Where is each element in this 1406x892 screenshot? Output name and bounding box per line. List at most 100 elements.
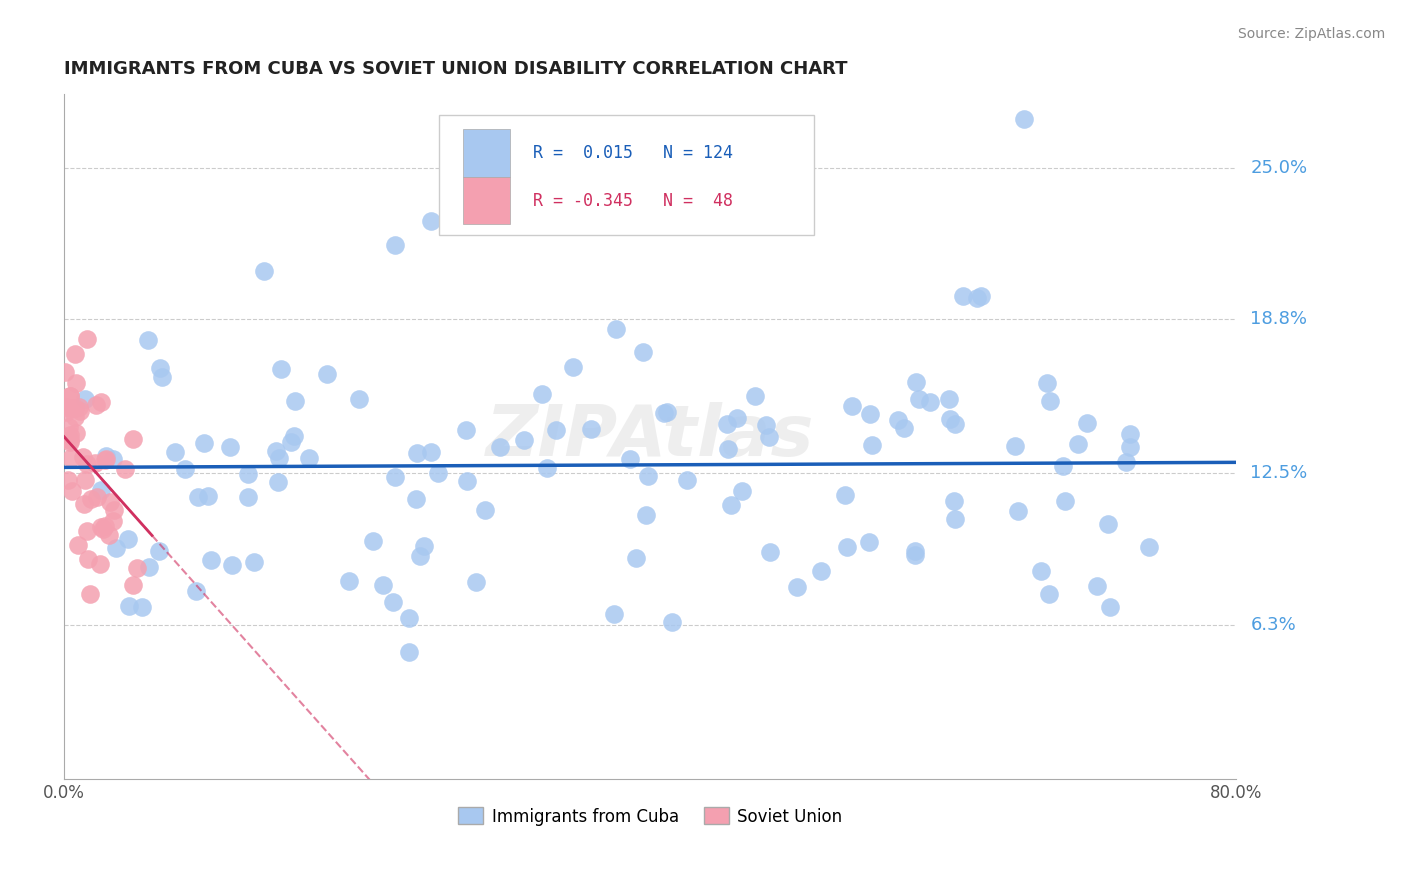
Point — [759, 545, 782, 559]
Point — [1097, 516, 1119, 531]
Point — [716, 417, 738, 432]
Point — [101, 452, 124, 467]
Point — [96, 452, 118, 467]
Point — [89, 558, 111, 572]
Point — [536, 461, 558, 475]
Point — [710, 197, 733, 211]
Point — [619, 451, 641, 466]
Point — [90, 520, 112, 534]
Point — [65, 401, 87, 416]
Point — [952, 288, 974, 302]
Point — [252, 264, 274, 278]
Point — [58, 389, 80, 403]
Point — [280, 435, 302, 450]
Point — [105, 541, 128, 556]
Legend: Immigrants from Cuba, Soviet Union: Immigrants from Cuba, Soviet Union — [451, 801, 849, 832]
Point — [731, 483, 754, 498]
Point — [408, 549, 430, 564]
Point — [80, 492, 103, 507]
Point — [1029, 564, 1052, 578]
Text: 25.0%: 25.0% — [1250, 159, 1308, 177]
Point — [53, 365, 76, 379]
Point — [1038, 587, 1060, 601]
Point — [810, 564, 832, 578]
Point — [90, 483, 112, 498]
Point — [72, 450, 94, 464]
Point — [131, 599, 153, 614]
Point — [65, 425, 87, 440]
Point — [266, 475, 288, 489]
Point — [269, 450, 291, 465]
Point — [200, 553, 222, 567]
Point — [652, 406, 675, 420]
Point — [786, 580, 808, 594]
Point — [84, 456, 107, 470]
Point — [943, 494, 966, 508]
Point — [76, 457, 98, 471]
Point — [76, 552, 98, 566]
Point — [904, 548, 927, 562]
Point — [1119, 426, 1142, 441]
Point — [58, 473, 80, 487]
Point — [138, 560, 160, 574]
Point — [754, 417, 776, 432]
FancyBboxPatch shape — [463, 177, 509, 225]
Point — [67, 400, 90, 414]
Point — [489, 440, 512, 454]
Point — [970, 289, 993, 303]
Point — [676, 473, 699, 487]
Point — [858, 535, 880, 549]
Text: 6.3%: 6.3% — [1250, 615, 1296, 634]
Point — [59, 427, 82, 442]
Point — [456, 474, 478, 488]
Point — [60, 484, 83, 499]
Point — [398, 645, 420, 659]
Point — [84, 398, 107, 412]
Point — [1007, 503, 1029, 517]
Point — [148, 360, 170, 375]
Point — [65, 347, 87, 361]
Point — [1012, 112, 1035, 126]
Point — [187, 490, 209, 504]
Point — [1053, 494, 1076, 508]
Point — [1098, 600, 1121, 615]
Point — [361, 533, 384, 548]
Point — [58, 420, 80, 434]
Point — [562, 360, 585, 375]
Point — [426, 466, 449, 480]
Point — [59, 389, 82, 403]
Point — [943, 511, 966, 525]
Point — [284, 394, 307, 409]
Text: Source: ZipAtlas.com: Source: ZipAtlas.com — [1237, 27, 1385, 41]
Point — [1076, 417, 1098, 431]
Point — [1004, 439, 1026, 453]
Point — [893, 421, 915, 435]
Point — [744, 389, 766, 403]
FancyBboxPatch shape — [463, 128, 509, 177]
Point — [531, 387, 554, 401]
Point — [1137, 540, 1160, 554]
Point — [1119, 440, 1142, 454]
Point — [125, 560, 148, 574]
Point — [122, 432, 145, 446]
Point — [73, 392, 96, 407]
Point — [420, 214, 443, 228]
Point — [65, 409, 87, 424]
Point — [634, 508, 657, 522]
Point — [349, 392, 371, 406]
Point — [148, 544, 170, 558]
Point — [97, 528, 120, 542]
Point — [114, 462, 136, 476]
Text: IMMIGRANTS FROM CUBA VS SOVIET UNION DISABILITY CORRELATION CHART: IMMIGRANTS FROM CUBA VS SOVIET UNION DIS… — [65, 60, 848, 78]
Point — [283, 429, 305, 443]
Text: R = -0.345   N =  48: R = -0.345 N = 48 — [533, 192, 733, 210]
Point — [60, 450, 83, 465]
Point — [720, 498, 742, 512]
Point — [236, 467, 259, 482]
Point — [474, 503, 496, 517]
Point — [384, 238, 406, 252]
FancyBboxPatch shape — [439, 115, 814, 235]
Point — [76, 524, 98, 538]
Point — [657, 405, 679, 419]
Point — [69, 404, 91, 418]
